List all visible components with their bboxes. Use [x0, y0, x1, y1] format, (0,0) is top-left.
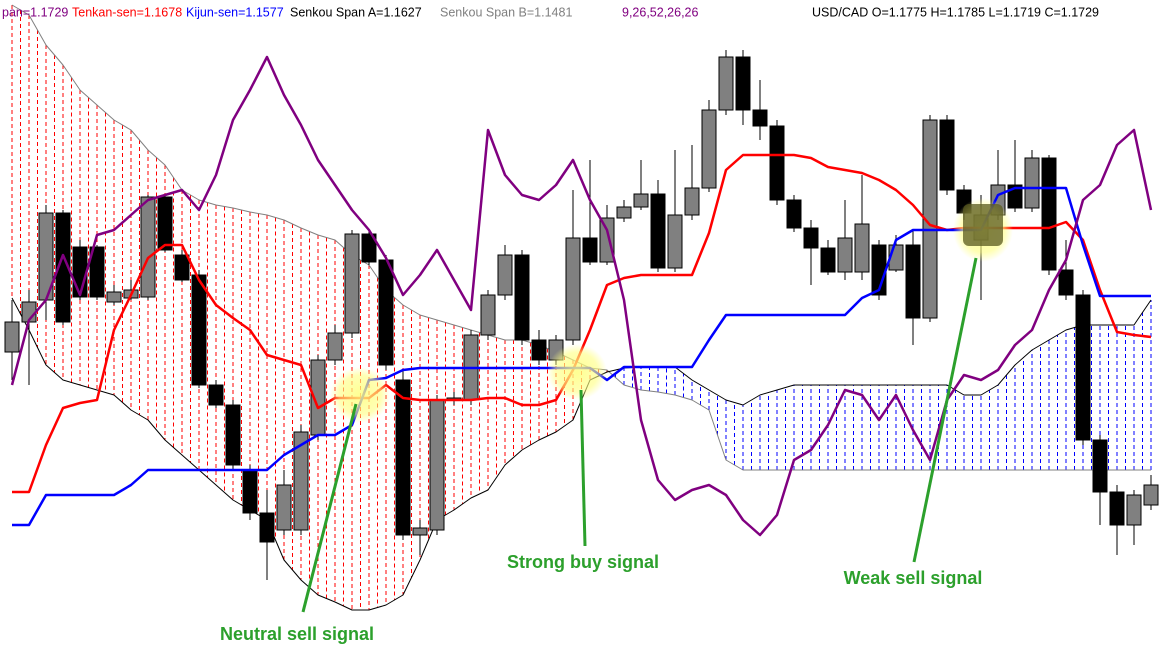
header-text: Senkou Span A=1.1627: [290, 5, 422, 19]
candle-body: [769, 125, 785, 201]
candle-body: [565, 237, 581, 341]
candle-body: [344, 233, 360, 334]
candle-body: [803, 227, 819, 249]
pointer-lines: [301, 257, 978, 613]
candle-body: [429, 399, 445, 531]
candle-body: [293, 431, 309, 531]
candle-body: [412, 527, 428, 536]
header-text: pan=1.1729: [2, 5, 68, 19]
candle-body: [1143, 484, 1159, 506]
highlight: [330, 367, 390, 423]
candle-body: [1041, 157, 1057, 271]
candle-body: [276, 484, 292, 531]
pointer-line: [579, 389, 587, 547]
header-text: USD/CAD O=1.1775 H=1.1785 L=1.1719 C=1.1…: [812, 5, 1099, 19]
candle-body: [191, 274, 207, 386]
annotation: Neutral sell signal: [220, 624, 374, 644]
candle-body: [1024, 157, 1040, 209]
header-text: Senkou Span B=1.1481: [440, 5, 572, 19]
candle-body: [701, 109, 717, 189]
candle-body: [514, 254, 530, 341]
candle-body: [735, 56, 751, 111]
candle-body: [922, 119, 938, 319]
highlight: [963, 204, 1003, 246]
candle-body: [820, 247, 836, 273]
candle-body: [327, 332, 343, 361]
annotation: Weak sell signal: [844, 568, 983, 588]
candle-body: [616, 206, 632, 219]
candle-body: [854, 223, 870, 273]
header: pan=1.1729 Tenkan-sen=1.1678 Kijun-sen=1.1…: [2, 5, 1099, 19]
candle-body: [718, 56, 734, 111]
header-text: 9,26,52,26,26: [622, 5, 699, 19]
pointer-line: [301, 403, 358, 613]
candle-body: [599, 217, 615, 263]
candle-body: [55, 212, 71, 323]
candle-body: [1109, 491, 1125, 526]
candle-body: [106, 291, 122, 303]
header-text: Kijun-sen=1.1577: [186, 5, 284, 19]
candle-body: [667, 214, 683, 269]
candle-body: [837, 237, 853, 273]
candle-body: [395, 379, 411, 536]
candle-body: [225, 404, 241, 466]
highlight: [547, 344, 607, 400]
candle-body: [1092, 439, 1108, 493]
candle-body: [1058, 269, 1074, 296]
candle-body: [259, 512, 275, 543]
candle-body: [531, 339, 547, 361]
candle-body: [633, 193, 649, 208]
candle-body: [497, 254, 513, 296]
candle-body: [140, 196, 156, 298]
candle-body: [650, 193, 666, 269]
candle-body: [72, 246, 88, 298]
candle-body: [1075, 294, 1091, 441]
candle-body: [378, 259, 394, 366]
candle-body: [939, 119, 955, 191]
candle-body: [1126, 494, 1142, 526]
header-text: Tenkan-sen=1.1678: [72, 5, 182, 19]
candle-body: [208, 384, 224, 406]
candle-body: [361, 233, 377, 263]
candle-body: [480, 294, 496, 336]
pointer-line: [912, 257, 978, 563]
candle-body: [4, 321, 20, 353]
candle-body: [905, 244, 921, 319]
candle-body: [242, 469, 258, 514]
annotation: Strong buy signal: [507, 552, 659, 572]
candle-body: [89, 246, 105, 298]
candle-body: [752, 109, 768, 127]
candle-body: [174, 254, 190, 281]
candle-body: [786, 199, 802, 229]
candle-body: [684, 187, 700, 216]
candle-body: [157, 196, 173, 251]
candle-body: [582, 237, 598, 263]
indicator-line: [10, 55, 1153, 537]
